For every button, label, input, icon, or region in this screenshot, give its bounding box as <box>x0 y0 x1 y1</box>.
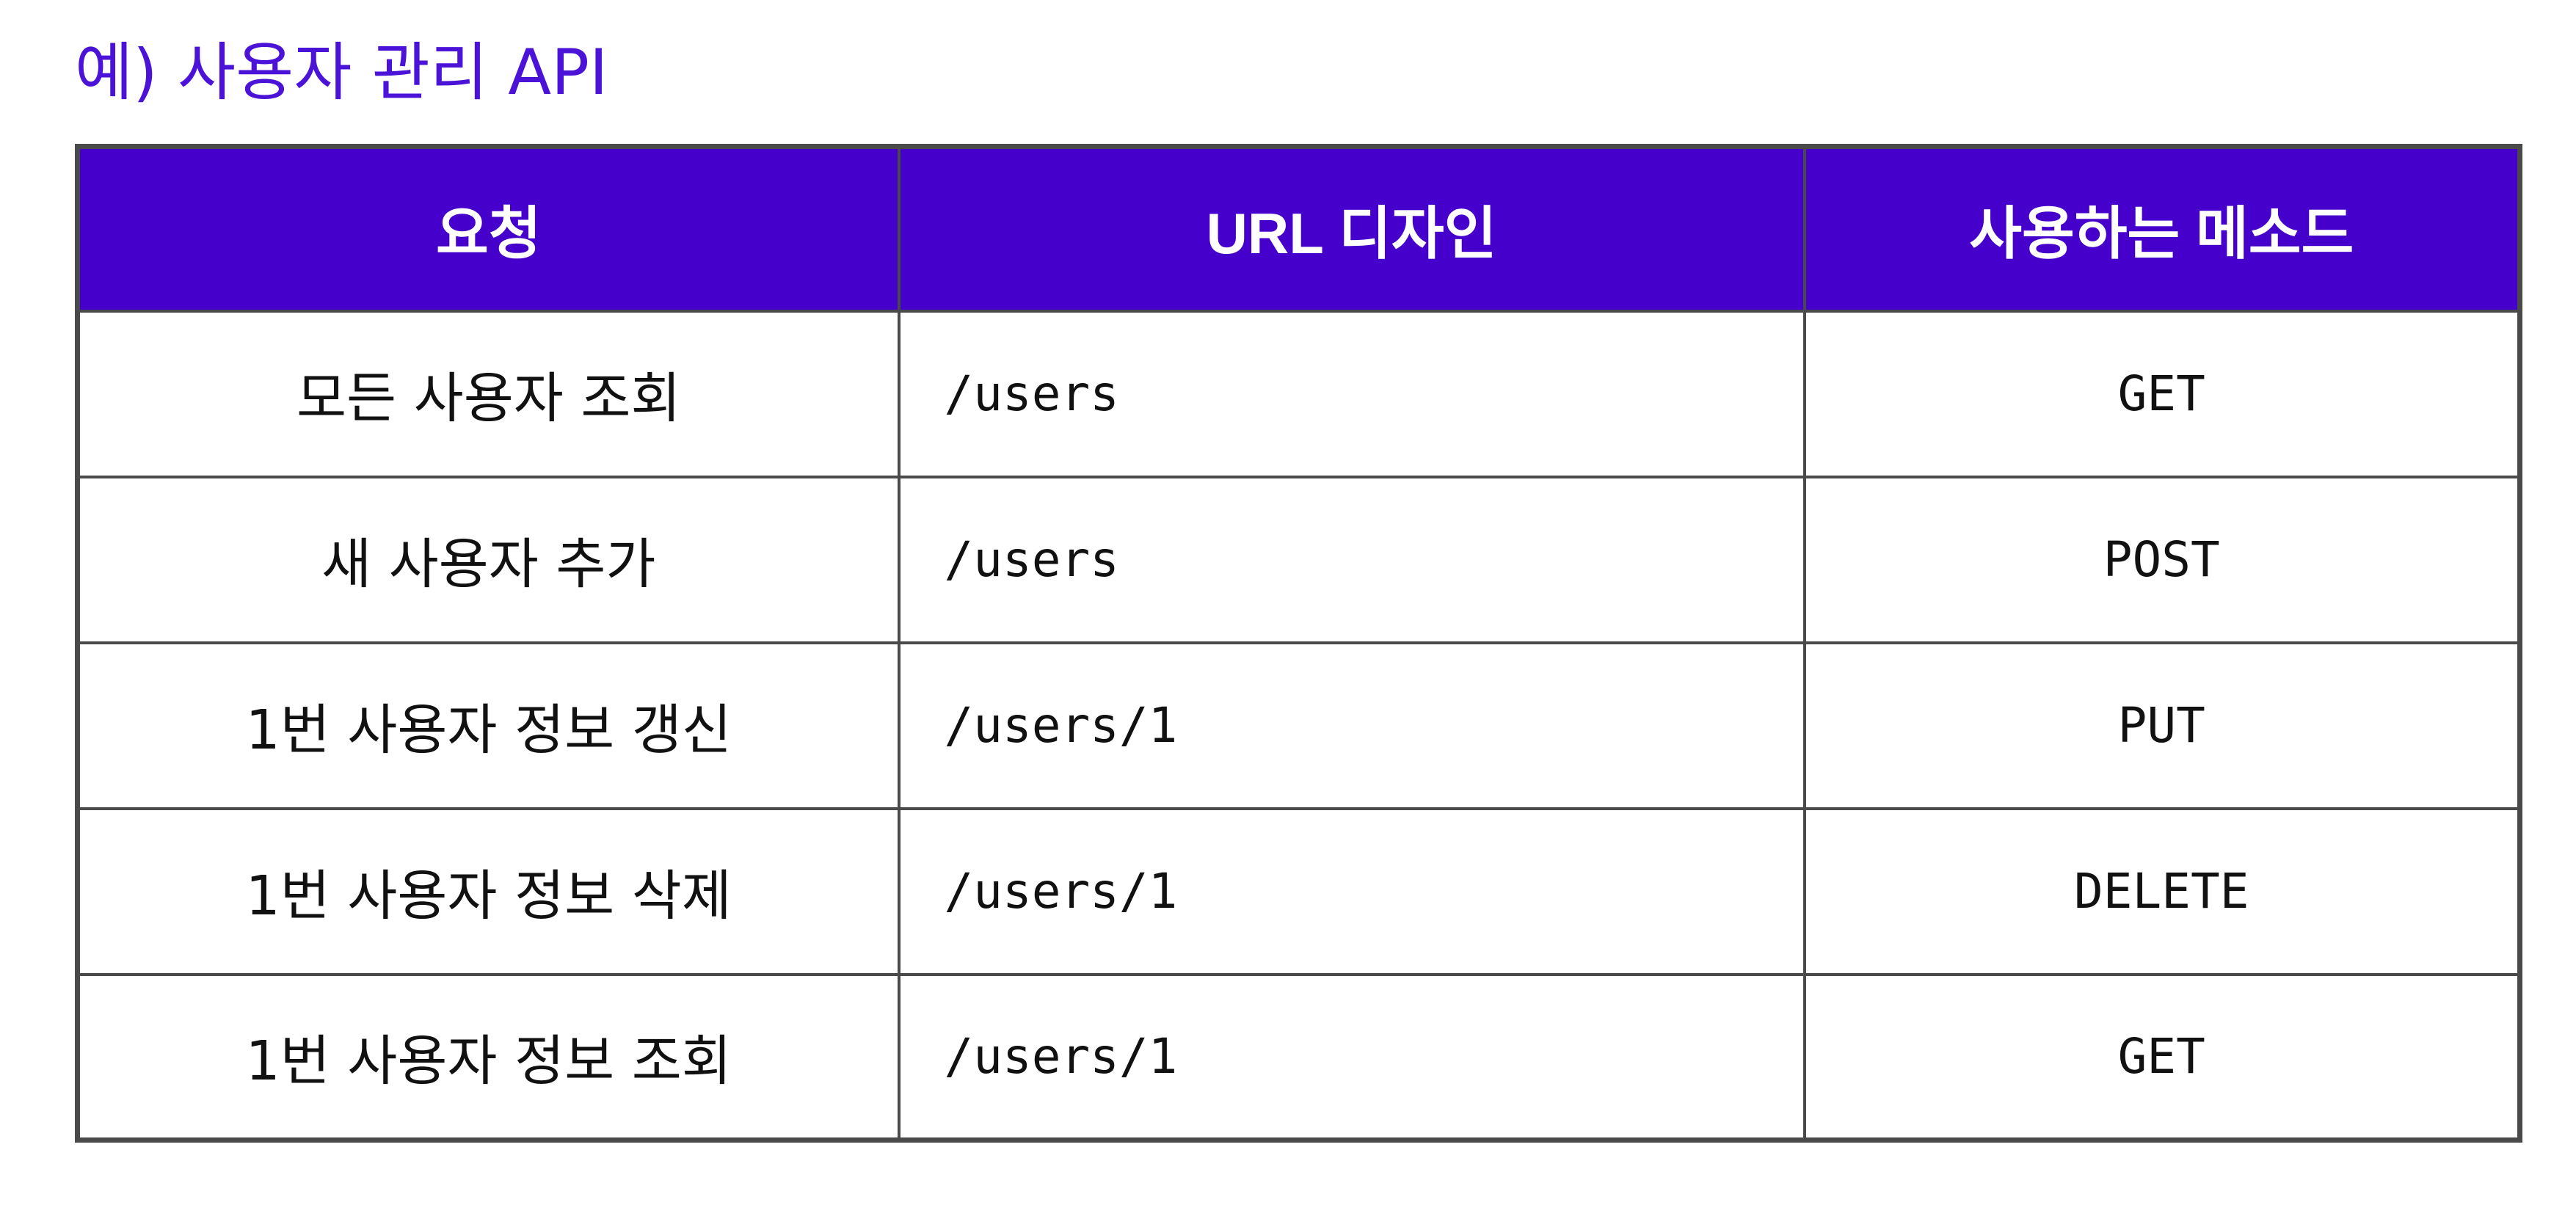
request-cell: 1번 사용자 정보 갱신 <box>76 641 900 810</box>
method-cell: GET <box>1802 972 2522 1142</box>
method-cell: PUT <box>1802 641 2522 810</box>
request-cell: 1번 사용자 정보 조회 <box>76 972 900 1142</box>
page-title: 예) 사용자 관리 API <box>75 36 608 109</box>
url-cell: /users/1 <box>897 807 1806 976</box>
table-row: 1번 사용자 정보 삭제 /users/1 DELETE <box>76 807 2522 976</box>
column-header-url-design: URL 디자인 <box>897 145 1806 313</box>
method-cell: DELETE <box>1802 807 2522 976</box>
table-row: 1번 사용자 정보 갱신 /users/1 PUT <box>76 641 2522 810</box>
request-cell: 모든 사용자 조회 <box>76 309 900 478</box>
table-row: 새 사용자 추가 /users POST <box>76 475 2522 644</box>
table-row: 1번 사용자 정보 조회 /users/1 GET <box>76 972 2522 1142</box>
request-cell: 1번 사용자 정보 삭제 <box>76 807 900 976</box>
table-header-row: 요청 URL 디자인 사용하는 메소드 <box>76 145 2522 313</box>
method-cell: POST <box>1802 475 2522 644</box>
column-header-method: 사용하는 메소드 <box>1802 145 2522 313</box>
url-cell: /users <box>897 475 1806 644</box>
request-cell: 새 사용자 추가 <box>76 475 900 644</box>
api-table: 요청 URL 디자인 사용하는 메소드 모든 사용자 조회 /users GET… <box>75 144 2522 1143</box>
table-row: 모든 사용자 조회 /users GET <box>76 309 2522 478</box>
url-cell: /users/1 <box>897 641 1806 810</box>
url-cell: /users/1 <box>897 972 1806 1142</box>
method-cell: GET <box>1802 309 2522 478</box>
column-header-request: 요청 <box>76 145 900 313</box>
url-cell: /users <box>897 309 1806 478</box>
